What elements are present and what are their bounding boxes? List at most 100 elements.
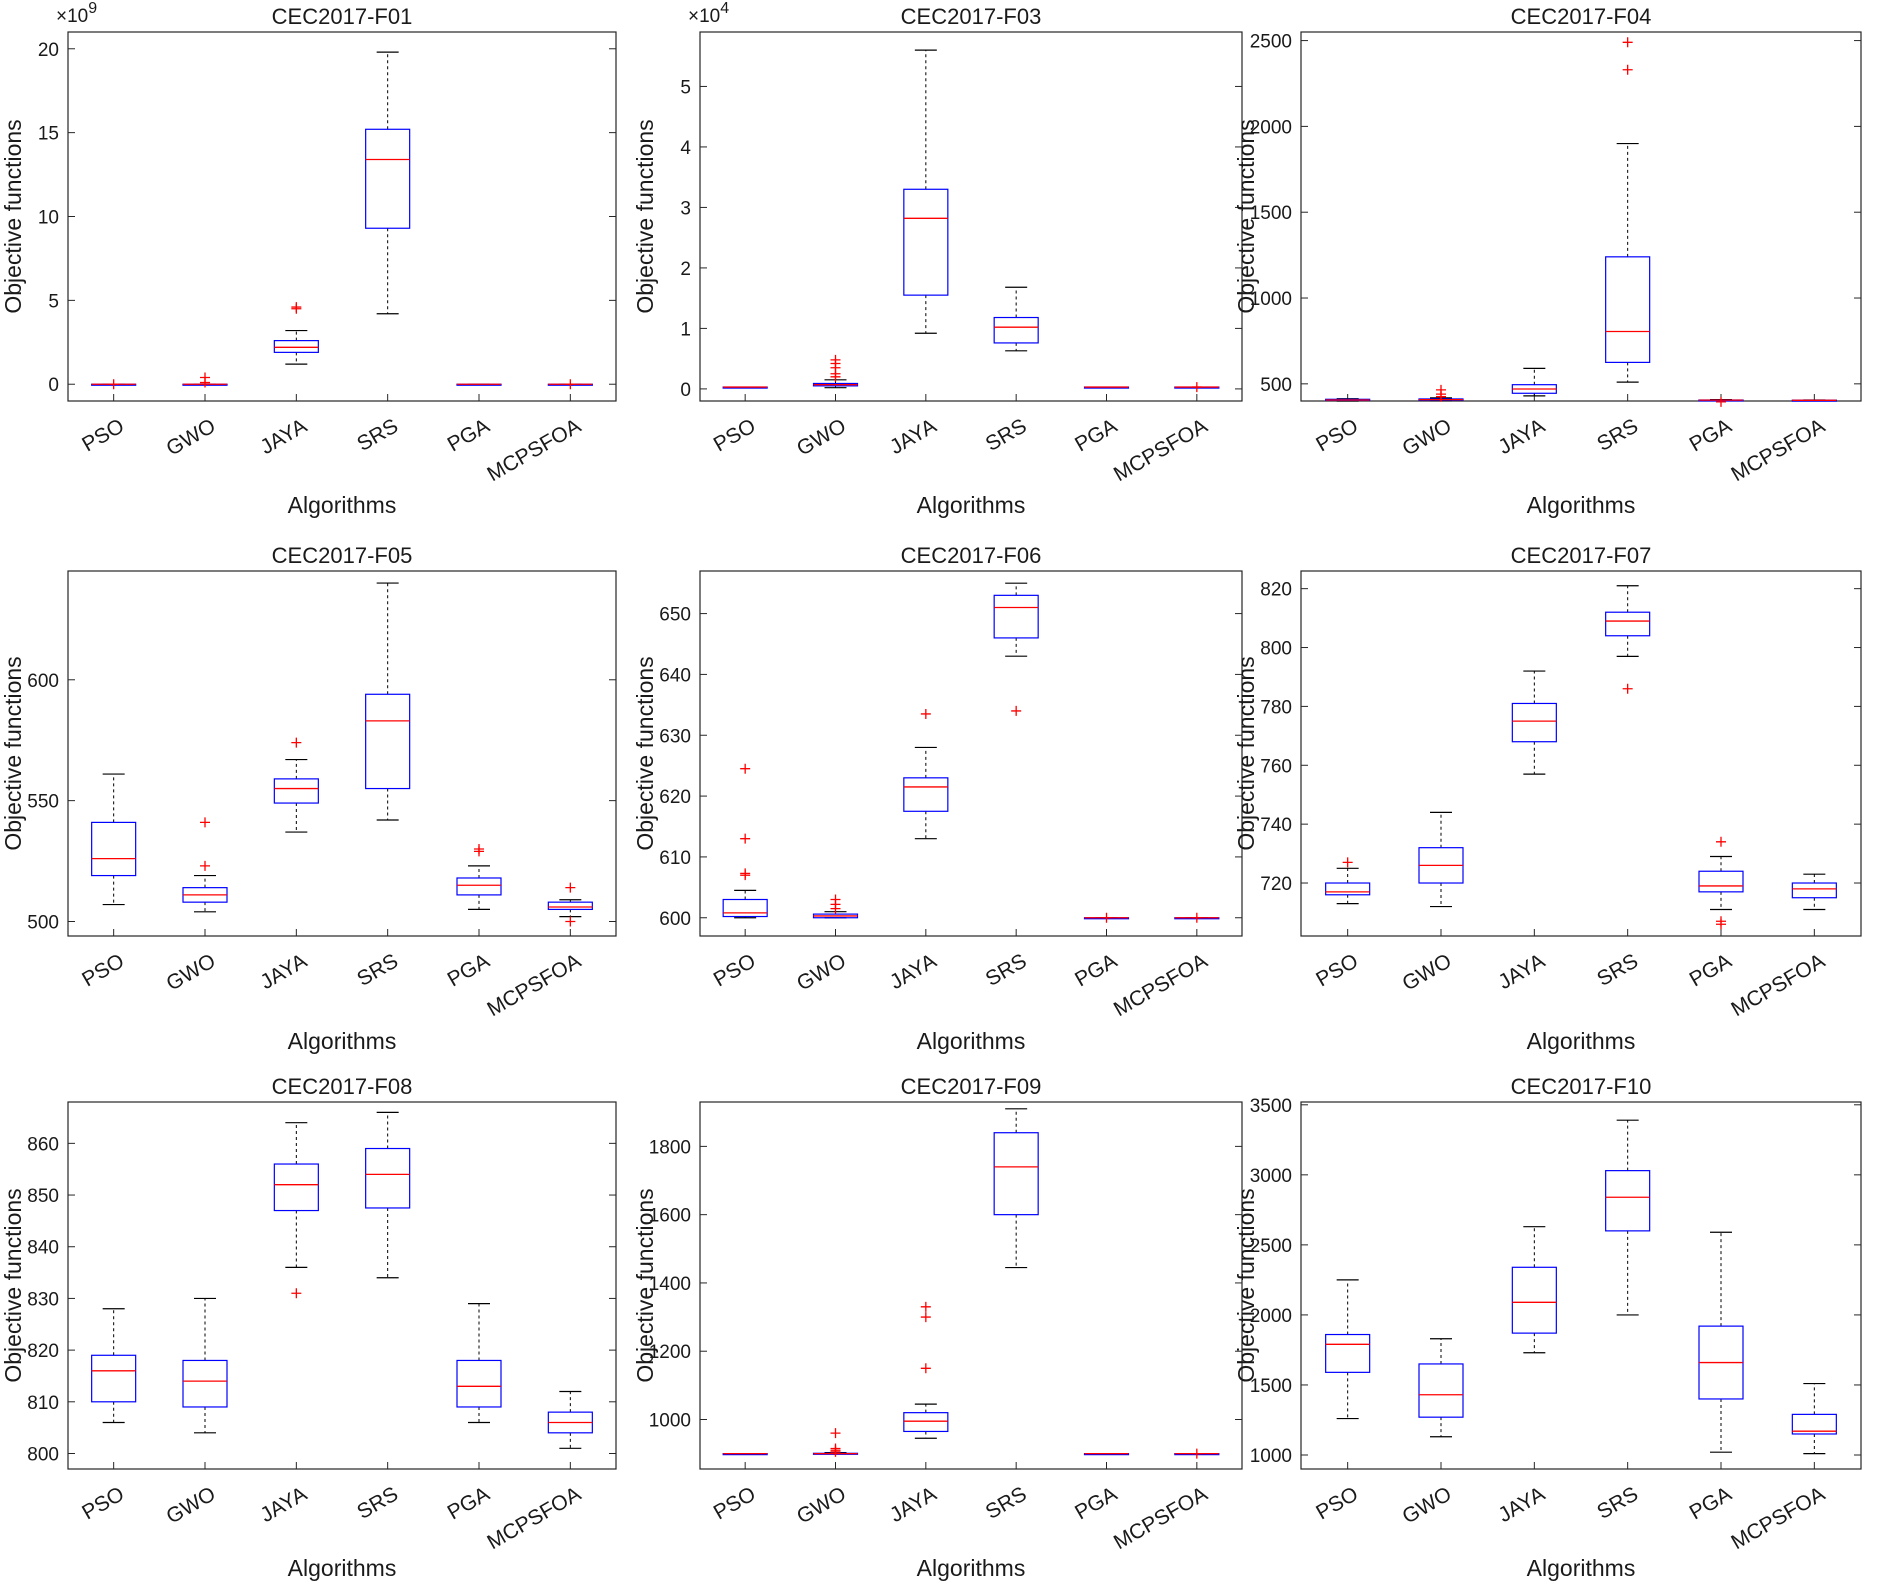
x-tick-label: JAYA xyxy=(1495,949,1549,994)
outlier-marker xyxy=(200,860,210,871)
iqr-box xyxy=(273,340,319,353)
chart-title: CEC2017-F01 xyxy=(272,4,413,29)
y-tick-label: 650 xyxy=(659,605,691,626)
x-tick-label: GWO xyxy=(793,414,850,460)
box-gwo xyxy=(182,372,228,388)
box-srs xyxy=(365,1111,411,1279)
iqr-box xyxy=(993,594,1039,639)
x-tick-label: GWO xyxy=(1399,1482,1456,1528)
chart-title: CEC2017-F03 xyxy=(901,4,1042,29)
outlier-marker xyxy=(200,372,210,383)
chart-panel: CEC2017-F07 720 740 760 780 800 820 Objective f… xyxy=(1233,543,1862,1054)
iqr-box xyxy=(456,1359,502,1408)
axes-frame xyxy=(1300,570,1862,937)
box-gwo xyxy=(812,894,859,919)
x-tick-label: MCPSFOA xyxy=(1110,949,1211,1021)
x-tick-label: PGA xyxy=(1686,414,1736,456)
axes-frame xyxy=(67,570,617,937)
y-axis-label: Objective functions xyxy=(1233,1188,1259,1382)
y-axis-label: Objective functions xyxy=(632,1188,658,1382)
y-tick-label: 600 xyxy=(659,909,691,930)
y-tick-label: 820 xyxy=(1260,580,1292,601)
y-tick-label: 20 xyxy=(38,40,59,61)
box-pga xyxy=(1083,386,1130,389)
chart-panel: CEC2017-F03 0 1 2 3 4 5 ×104 Objective functions… xyxy=(632,0,1243,518)
iqr-box xyxy=(365,693,411,790)
chart-title: CEC2017-F08 xyxy=(272,1074,413,1099)
outlier-marker xyxy=(740,868,751,879)
box-mcpsfoa xyxy=(1791,1382,1837,1455)
x-tick-label: SRS xyxy=(982,414,1031,456)
y-axis-label: Objective functions xyxy=(1233,656,1259,850)
outlier-marker xyxy=(291,737,302,748)
box-mcpsfoa xyxy=(1174,382,1220,393)
y-exponent: ×109 xyxy=(56,0,97,27)
x-tick-label: MCPSFOA xyxy=(483,949,584,1021)
y-tick-label: 720 xyxy=(1260,874,1292,895)
outlier-marker xyxy=(1191,382,1202,393)
chart-title: CEC2017-F05 xyxy=(272,543,413,568)
iqr-box xyxy=(993,316,1039,344)
chart-title: CEC2017-F04 xyxy=(1511,4,1652,29)
chart-title: CEC2017-F09 xyxy=(901,1074,1042,1099)
box-srs xyxy=(1605,1119,1651,1316)
y-axis-label: Objective functions xyxy=(0,119,26,313)
x-tick-label: PSO xyxy=(1312,414,1362,456)
iqr-box xyxy=(1511,1266,1557,1334)
box-pso xyxy=(91,773,137,906)
axes-frame xyxy=(1300,31,1862,402)
box-pso xyxy=(722,1452,768,1456)
iqr-box xyxy=(365,128,411,229)
x-tick-label: PSO xyxy=(710,414,760,456)
axes-frame xyxy=(67,1101,617,1470)
x-tick-label: SRS xyxy=(353,414,402,456)
x-tick-label: GWO xyxy=(163,1482,220,1528)
y-tick-label: 620 xyxy=(659,787,691,808)
outlier-marker xyxy=(565,379,576,390)
outlier-marker xyxy=(1342,857,1353,868)
y-exponent-power: 4 xyxy=(720,0,729,17)
box-pga xyxy=(1698,836,1744,930)
box-jaya xyxy=(1511,367,1557,397)
x-tick-label: JAYA xyxy=(257,1482,311,1527)
iqr-box xyxy=(993,1132,1039,1216)
y-axis-label: Objective functions xyxy=(632,656,658,850)
x-tick-label: JAYA xyxy=(1495,414,1549,459)
chart-title: CEC2017-F10 xyxy=(1511,1074,1652,1099)
iqr-box xyxy=(1418,1363,1464,1418)
box-mcpsfoa xyxy=(547,379,593,390)
box-pso xyxy=(722,763,768,919)
y-tick-label: 2000 xyxy=(1250,117,1292,138)
box-pso xyxy=(722,386,768,389)
y-tick-label: 740 xyxy=(1260,815,1292,836)
x-axis-label: Algorithms xyxy=(1527,1555,1636,1581)
iqr-box xyxy=(903,777,949,812)
x-tick-label: JAYA xyxy=(886,1482,940,1527)
outlier-marker xyxy=(830,894,841,905)
chart-panel: CEC2017-F04 500 1000 1500 2000 2500 Objective … xyxy=(1233,4,1862,518)
iqr-box xyxy=(547,901,593,911)
x-tick-label: PGA xyxy=(1686,1482,1736,1524)
x-tick-label: PSO xyxy=(1312,1482,1362,1524)
outlier-marker xyxy=(1622,683,1633,694)
x-tick-label: GWO xyxy=(793,1482,850,1528)
x-tick-label: PSO xyxy=(78,414,128,456)
y-tick-label: 2000 xyxy=(1250,1306,1292,1327)
y-tick-label: 0 xyxy=(48,375,59,396)
outlier-marker xyxy=(1622,64,1633,75)
x-tick-label: MCPSFOA xyxy=(483,1482,584,1554)
x-tick-label: GWO xyxy=(793,949,850,995)
x-tick-label: PGA xyxy=(444,414,494,456)
box-pga xyxy=(456,383,502,386)
x-tick-label: SRS xyxy=(1593,414,1642,456)
iqr-box xyxy=(903,188,949,296)
y-tick-label: 760 xyxy=(1260,756,1292,777)
box-pso xyxy=(91,1308,137,1424)
box-pga xyxy=(456,1302,502,1424)
iqr-box xyxy=(273,778,319,804)
y-tick-label: 820 xyxy=(27,1341,59,1362)
box-mcpsfoa xyxy=(547,1390,593,1449)
y-tick-label: 1200 xyxy=(649,1342,691,1363)
box-jaya xyxy=(273,737,319,833)
